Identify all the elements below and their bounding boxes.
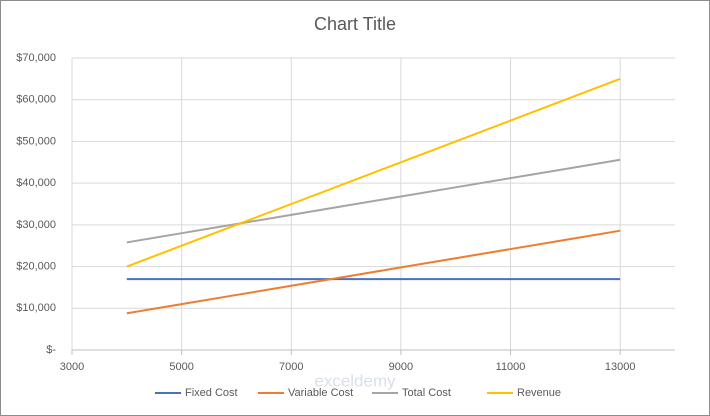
series-line	[126, 229, 621, 315]
y-tick-label: $60,000	[16, 94, 56, 106]
y-tick-label: $-	[46, 344, 56, 356]
y-tick-label: $50,000	[16, 135, 56, 147]
x-tick-label: 5000	[169, 361, 193, 373]
x-tick-label: 13000	[605, 361, 636, 373]
x-tick-label: 9000	[389, 361, 413, 373]
y-tick-label: $20,000	[16, 260, 56, 272]
y-tick-label: $10,000	[16, 302, 56, 314]
series-line	[126, 77, 621, 268]
x-tick-label: 7000	[279, 361, 303, 373]
watermark: exceldemy	[314, 371, 396, 390]
series-line	[126, 158, 621, 244]
y-tick-label: $70,000	[16, 52, 56, 64]
legend-label: Fixed Cost	[185, 387, 238, 399]
legend-label: Variable Cost	[288, 387, 353, 399]
y-tick-label: $40,000	[16, 177, 56, 189]
legend-label: Revenue	[517, 387, 561, 399]
y-tick-label: $30,000	[16, 219, 56, 231]
x-tick-label: 11000	[496, 361, 526, 373]
x-tick-label: 3000	[60, 361, 84, 373]
legend-label: Total Cost	[402, 387, 451, 399]
chart-title: Chart Title	[314, 14, 396, 34]
